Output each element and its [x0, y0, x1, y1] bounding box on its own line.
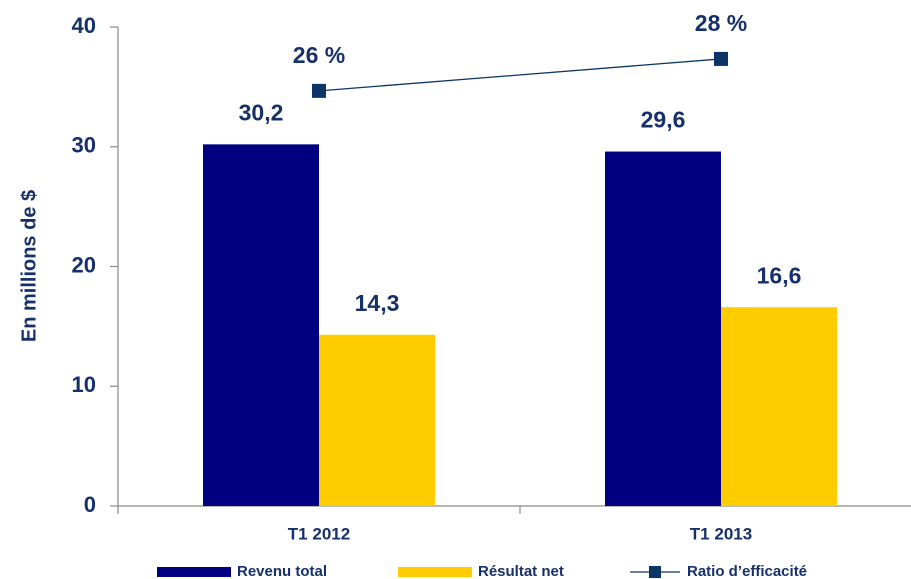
line-marker [714, 51, 728, 66]
line [318, 58, 722, 92]
bar [605, 151, 721, 507]
data-label: 26 % [293, 42, 345, 68]
y-axis-label: En millions de $ [18, 190, 40, 342]
legend-swatch [157, 567, 231, 577]
y-tick-label: 30 [72, 133, 96, 158]
legend-swatch [649, 566, 661, 578]
line-marker [312, 83, 326, 98]
legend-label: Ratio d’efficacité [687, 563, 807, 579]
bar [203, 144, 319, 507]
bar [319, 334, 435, 506]
y-tick-label: 40 [72, 13, 96, 38]
legend-swatch [398, 567, 472, 577]
x-tick-label: T1 2013 [690, 524, 752, 543]
legend-label: Résultat net [478, 563, 564, 579]
x-tick-label: T1 2012 [288, 524, 350, 543]
legend-label: Revenu total [237, 563, 327, 579]
data-label: 16,6 [757, 262, 802, 288]
data-label: 28 % [695, 10, 747, 36]
data-label: 30,2 [239, 99, 284, 125]
data-label: 14,3 [355, 290, 400, 316]
data-label: 29,6 [641, 107, 686, 133]
y-tick-label: 10 [72, 372, 96, 397]
y-tick-label: 20 [72, 252, 96, 277]
y-tick-label: 0 [84, 492, 96, 517]
bar [721, 307, 837, 506]
